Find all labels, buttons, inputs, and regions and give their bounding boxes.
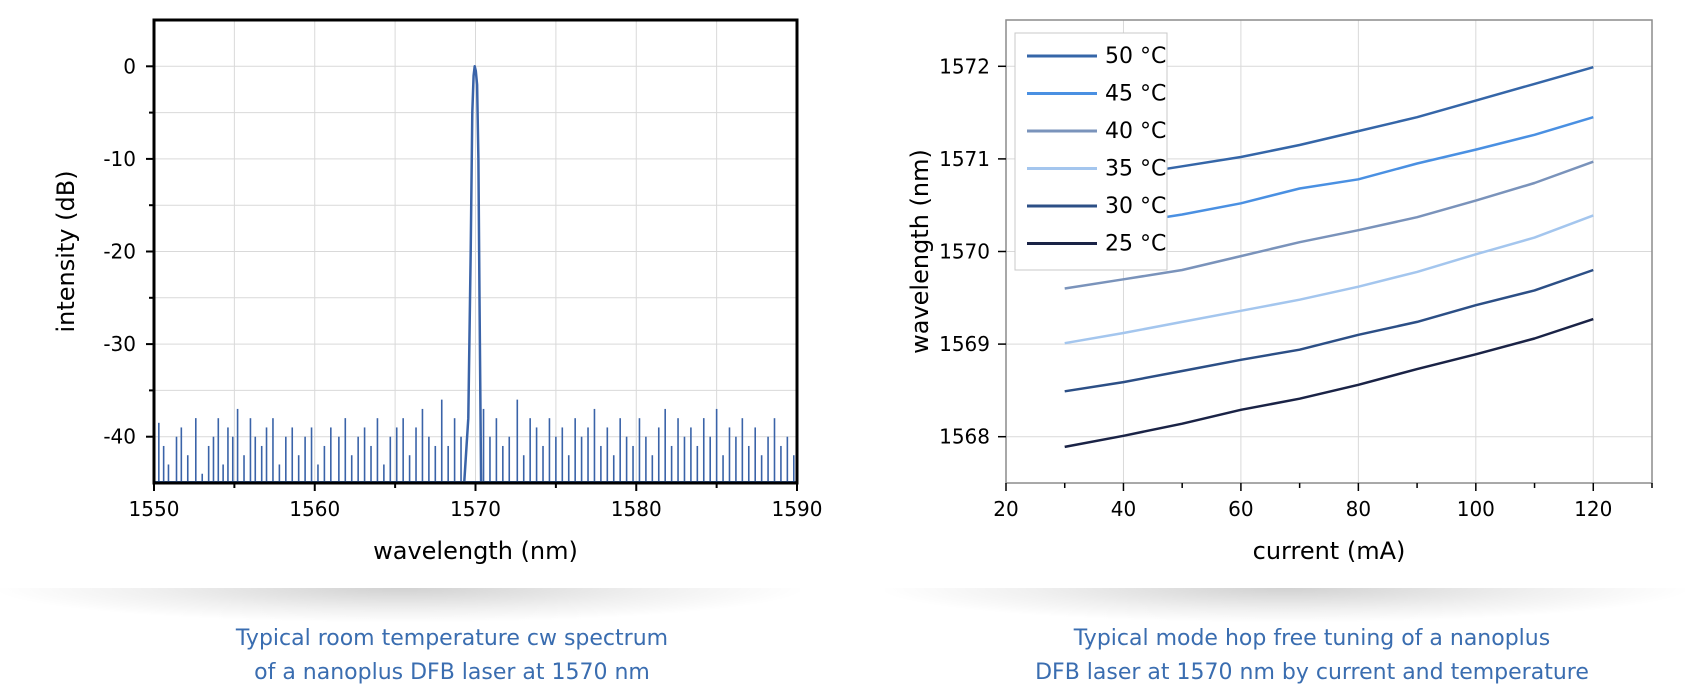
legend-label-1: 50 °C	[1105, 44, 1166, 69]
x-tick-label: 120	[1574, 497, 1612, 521]
y-tick-label: 1571	[939, 147, 990, 171]
x-axis-label: wavelength (nm)	[373, 537, 578, 565]
legend-label-3: 40 °C	[1105, 119, 1166, 144]
y-tick-label: 0	[123, 54, 136, 78]
legend-label-4: 35 °C	[1105, 157, 1166, 182]
x-tick-label: 100	[1457, 497, 1495, 521]
x-tick-label: 1570	[450, 497, 501, 521]
legend-label-5: 30 °C	[1105, 194, 1166, 219]
x-tick-label: 1580	[611, 497, 662, 521]
y-tick-label: 1572	[939, 54, 990, 78]
x-tick-label: 1590	[772, 497, 823, 521]
legend-label-2: 45 °C	[1105, 82, 1166, 107]
legend-label-6: 25 °C	[1105, 232, 1166, 257]
x-tick-label: 20	[993, 497, 1018, 521]
tuning-chart: 20 40 60 80 100 120 1568 1569 1570 1571 1572 curren…	[906, 19, 1653, 565]
x-tick-label: 1560	[289, 497, 340, 521]
right-caption: Typical mode hop free tuning of a nanopl…	[962, 622, 1662, 690]
x-axis-label: current (mA)	[1253, 537, 1406, 565]
x-tick-label: 80	[1346, 497, 1371, 521]
y-tick-label: 1570	[939, 240, 990, 264]
x-tick-label: 40	[1111, 497, 1136, 521]
y-tick-label: 1568	[939, 425, 990, 449]
series-line-5	[1064, 268, 1594, 393]
left-caption-shadow	[0, 588, 800, 622]
legend-box	[1014, 32, 1168, 271]
y-tick-label: -40	[103, 425, 136, 449]
y-tick-label: 1569	[939, 332, 990, 356]
right-caption-line-2: DFB laser at 1570 nm by current and temp…	[1035, 660, 1589, 685]
series-line-3	[1064, 160, 1594, 290]
spectrum-peak-line	[462, 65, 483, 484]
y-tick-label: -10	[103, 147, 136, 171]
left-caption-line-1: Typical room temperature cw spectrum	[235, 626, 669, 651]
left-caption-line-2: of a nanoplus DFB laser at 1570 nm	[254, 660, 650, 685]
x-tick-label: 60	[1228, 497, 1253, 521]
y-tick-label: -30	[103, 332, 136, 356]
left-caption: Typical room temperature cw spectrum of …	[102, 622, 802, 690]
y-axis-label: intensity (dB)	[52, 170, 80, 332]
series-line-6	[1064, 317, 1594, 449]
spectrum-chart: 1550 1560 1570 1580 1590 0 -10 -20 -30 -40 wavelen…	[52, 18, 823, 565]
right-caption-line-1: Typical mode hop free tuning of a nanopl…	[1073, 626, 1551, 651]
x-tick-label: 1550	[129, 497, 180, 521]
right-caption-shadow	[885, 588, 1685, 622]
figure-canvas: 1550 1560 1570 1580 1590 0 -10 -20 -30 -40 wavelen…	[52, 18, 1653, 565]
series-line-4	[1064, 214, 1594, 345]
y-tick-label: -20	[103, 240, 136, 264]
legend: 50 °C 45 °C 40 °C 35 °C 30 °C 25 °C	[1014, 32, 1168, 271]
y-axis-label: wavelength (nm)	[906, 149, 934, 354]
